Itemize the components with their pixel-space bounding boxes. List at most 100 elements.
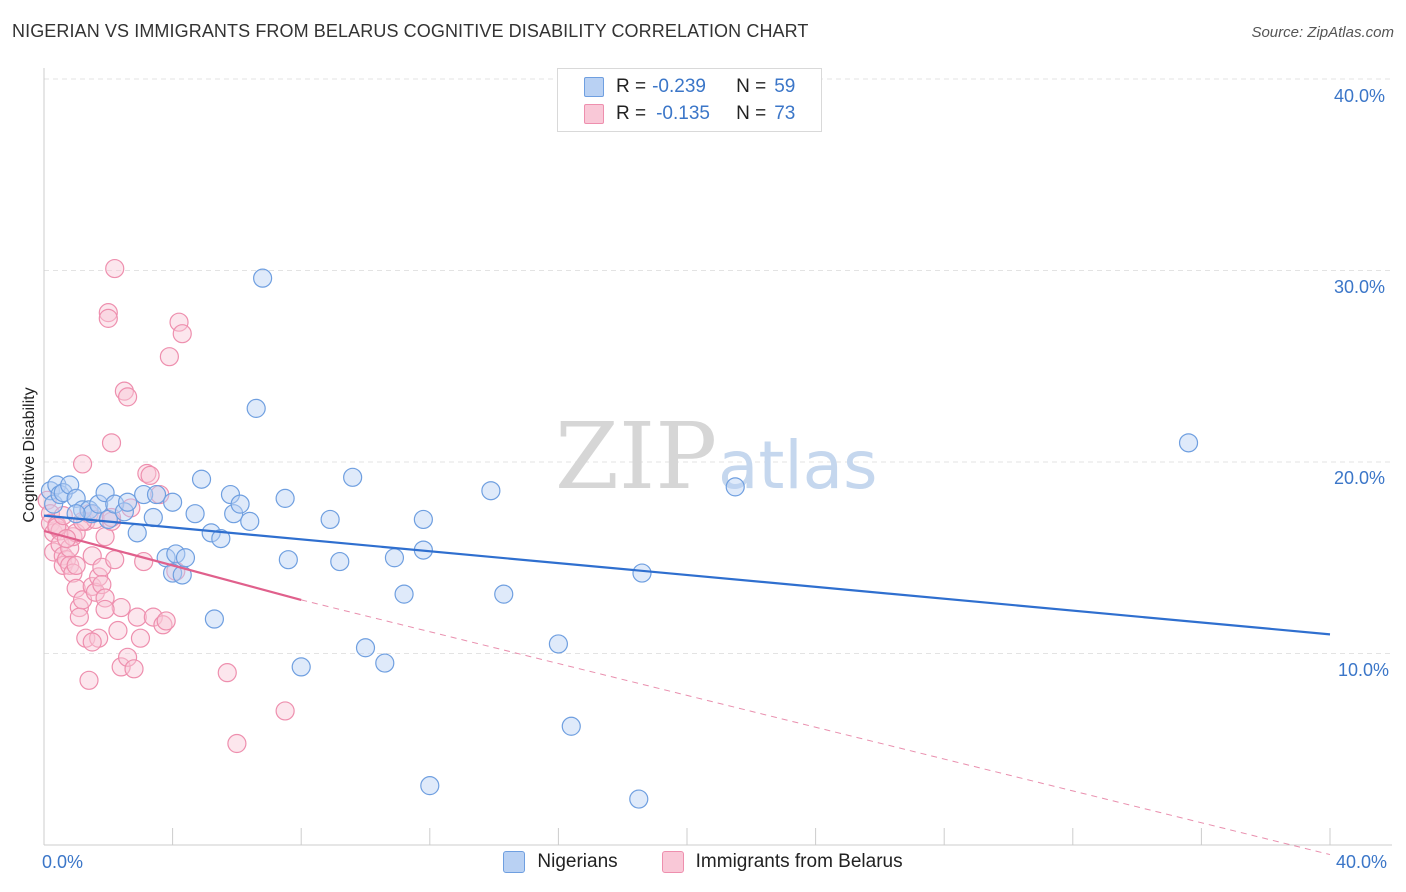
legend-label: Immigrants from Belarus [695, 851, 903, 872]
data-point [185, 504, 205, 524]
data-point [159, 347, 179, 367]
y-tick-label: 10.0% [1338, 660, 1390, 680]
r-label: R = [616, 76, 647, 97]
data-point [72, 454, 93, 474]
data-point [211, 528, 231, 549]
pink-swatch [661, 851, 684, 873]
data-point [240, 511, 260, 531]
data-point [355, 638, 376, 658]
source-credit: Source: ZipAtlas.com [1251, 24, 1394, 41]
data-point [146, 484, 167, 505]
pink-swatch [584, 104, 604, 124]
data-point [320, 509, 340, 530]
data-point [253, 268, 273, 288]
data-point [66, 555, 86, 576]
data-point [394, 584, 414, 604]
data-point [101, 433, 122, 453]
chart-title: NIGERIAN VS IMMIGRANTS FROM BELARUS COGN… [12, 21, 809, 41]
legend-label: Nigerians [537, 851, 618, 872]
series-legend: Nigerians Immigrants from Belarus [0, 851, 1406, 873]
data-point [98, 303, 118, 323]
r-label: R = [616, 103, 647, 124]
data-point [130, 628, 151, 648]
data-point [117, 387, 138, 407]
n-label: N = [736, 76, 767, 97]
data-point [117, 492, 138, 512]
data-point [413, 509, 433, 530]
data-point [343, 467, 363, 487]
legend-item-belarus[interactable]: Immigrants from Belarus [661, 851, 903, 873]
data-point [114, 381, 134, 401]
n-value: 73 [774, 103, 796, 124]
data-point [172, 324, 192, 344]
legend-row-nigerians: R = -0.239 N = 59 [584, 75, 795, 99]
data-point [82, 576, 102, 597]
data-point [111, 597, 131, 618]
data-point [169, 312, 189, 332]
data-point [1178, 433, 1199, 453]
data-point [275, 701, 295, 721]
r-value: -0.135 [656, 103, 710, 124]
data-point [108, 620, 128, 641]
data-point [156, 611, 176, 631]
data-point [166, 544, 186, 564]
legend-item-nigerians[interactable]: Nigerians [503, 851, 618, 873]
correlation-legend: R = -0.239 N = 59 R = -0.135 N = 73 [557, 68, 822, 132]
data-point [246, 398, 266, 418]
r-value: -0.239 [652, 76, 706, 97]
data-point [69, 607, 89, 627]
data-point [72, 511, 93, 531]
trend-line-belarus [43, 529, 302, 601]
data-point [217, 663, 237, 683]
data-point [140, 465, 160, 486]
data-point [494, 584, 514, 604]
data-point [143, 607, 163, 627]
data-point [82, 632, 102, 652]
data-point [420, 776, 440, 796]
trend-line-belarus-extended [301, 599, 1331, 856]
n-label: N = [736, 103, 767, 124]
data-point [105, 550, 125, 570]
data-point [85, 582, 106, 602]
data-point [375, 653, 395, 673]
data-point [384, 548, 405, 568]
y-tick-label: 20.0% [1334, 468, 1386, 488]
data-point [275, 488, 295, 508]
data-point [330, 551, 350, 572]
series-nigerians [40, 268, 1199, 809]
data-point [191, 469, 212, 489]
data-point [561, 716, 581, 736]
data-point [224, 504, 244, 524]
data-point [95, 599, 115, 620]
y-tick-label: 40.0% [1334, 86, 1386, 106]
data-point [163, 492, 183, 512]
gridlines [44, 78, 1392, 654]
y-tick-label: 30.0% [1334, 277, 1386, 297]
data-point [95, 588, 115, 608]
data-point [143, 507, 163, 528]
data-point [204, 609, 224, 629]
watermark-atlas: atlas [718, 427, 878, 504]
data-point [629, 789, 649, 809]
trend-line-nigerians [43, 514, 1331, 636]
x-tick-label: 0.0% [42, 852, 84, 872]
data-point [725, 477, 745, 497]
data-point [127, 607, 147, 627]
data-point [98, 308, 118, 328]
data-point [117, 647, 138, 667]
data-point [66, 488, 86, 508]
data-point [548, 634, 569, 654]
data-point [163, 563, 183, 583]
data-point [124, 659, 144, 679]
data-point [137, 463, 157, 484]
watermark-zip: ZIP [555, 403, 717, 510]
data-point [632, 563, 652, 583]
legend-row-belarus: R = -0.135 N = 73 [584, 102, 795, 126]
data-point [175, 548, 196, 568]
data-point [105, 258, 125, 279]
axes [43, 68, 1392, 846]
blue-swatch [503, 851, 526, 873]
n-value: 59 [774, 76, 796, 97]
data-point [481, 481, 501, 501]
